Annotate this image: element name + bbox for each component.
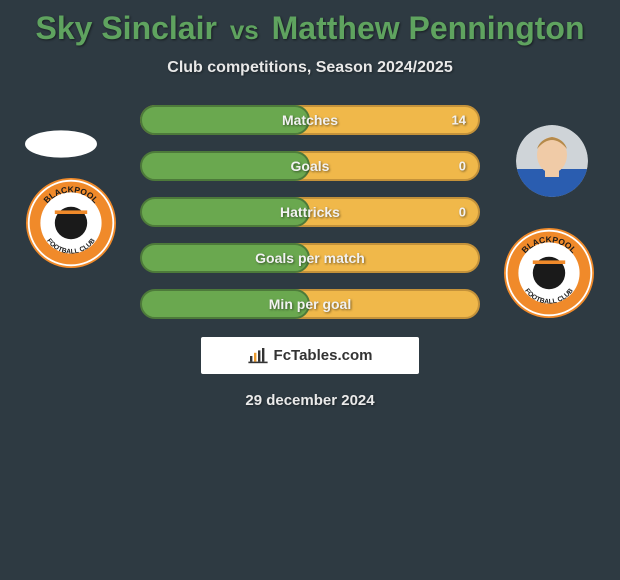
stat-row: Min per goal — [140, 289, 480, 319]
player1-avatar — [25, 108, 97, 180]
subtitle: Club competitions, Season 2024/2025 — [0, 59, 620, 77]
stat-label: Matches — [282, 112, 338, 128]
stat-label: Goals — [291, 158, 330, 174]
player1-club-badge: BLACKPOOL FOOTBALL CLUB — [26, 178, 116, 268]
chart-bars-icon — [248, 348, 268, 364]
page-title: Sky Sinclair vs Matthew Pennington — [0, 0, 620, 47]
player2-name: Matthew Pennington — [272, 10, 585, 46]
stat-value-right: 0 — [459, 159, 466, 174]
player2-club-badge: BLACKPOOL FOOTBALL CLUB — [504, 228, 594, 318]
branding-text: FcTables.com — [274, 347, 373, 364]
stat-value-right: 0 — [459, 205, 466, 220]
stat-row: Goals 0 — [140, 151, 480, 181]
stat-label: Hattricks — [280, 204, 340, 220]
stat-label: Goals per match — [255, 250, 365, 266]
branding-box: FcTables.com — [201, 337, 419, 374]
stat-value-right: 14 — [452, 113, 466, 128]
date-text: 29 december 2024 — [0, 392, 620, 409]
stats-container: Matches 14 Goals 0 Hattricks 0 Goals per match… — [140, 105, 480, 319]
stat-row: Matches 14 — [140, 105, 480, 135]
player2-avatar — [516, 125, 588, 197]
stat-bar-left — [140, 151, 310, 181]
stat-row: Hattricks 0 — [140, 197, 480, 227]
vs-label: vs — [226, 15, 263, 45]
player1-name: Sky Sinclair — [36, 10, 217, 46]
stat-label: Min per goal — [269, 296, 351, 312]
stat-row: Goals per match — [140, 243, 480, 273]
